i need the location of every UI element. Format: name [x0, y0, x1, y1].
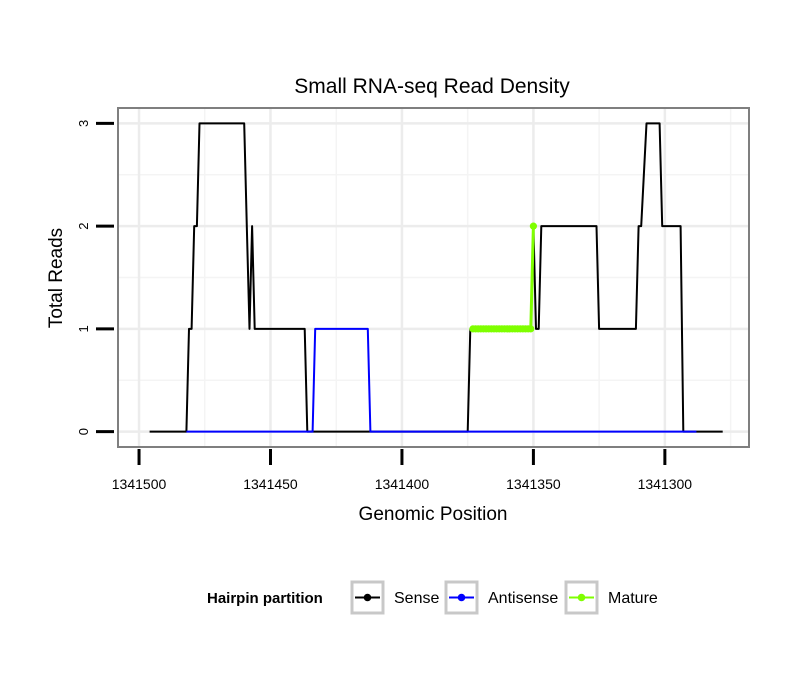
legend-key-dot — [577, 593, 586, 602]
legend-label-antisense: Antisense — [488, 590, 558, 607]
series-layer — [149, 122, 723, 433]
series-line-antisense — [186, 327, 697, 433]
data-point-mature — [529, 222, 538, 230]
legend: Hairpin partition Sense Antisense Mature — [207, 580, 658, 615]
y-tick-label: 0 — [76, 428, 91, 435]
legend-key-dot — [457, 593, 466, 602]
x-axis-label: Genomic Position — [359, 504, 508, 525]
x-tick-label: 1341350 — [506, 476, 561, 492]
x-tick-label: 1341400 — [375, 476, 430, 492]
chart-title: Small RNA-seq Read Density — [294, 75, 570, 98]
legend-title: Hairpin partition — [207, 590, 323, 607]
y-tick-label: 1 — [76, 325, 91, 332]
legend-label-sense: Sense — [394, 590, 439, 607]
legend-label-mature: Mature — [608, 590, 658, 607]
y-tick-label: 3 — [76, 120, 91, 127]
x-tick-label: 1341500 — [112, 476, 167, 492]
y-tick-label: 2 — [76, 223, 91, 230]
data-point-mature — [527, 325, 535, 333]
plot-panel-border — [117, 107, 750, 448]
x-tick-label: 1341300 — [638, 476, 693, 492]
x-axis: 1341500 1341450 1341400 1341350 1341300 — [112, 449, 693, 492]
y-axis-label: Total Reads — [46, 228, 67, 328]
legend-keys: Sense Antisense Mature — [350, 580, 658, 615]
legend-key-dot — [363, 593, 372, 602]
y-axis: 0 1 2 3 — [76, 120, 114, 435]
x-tick-label: 1341450 — [243, 476, 298, 492]
